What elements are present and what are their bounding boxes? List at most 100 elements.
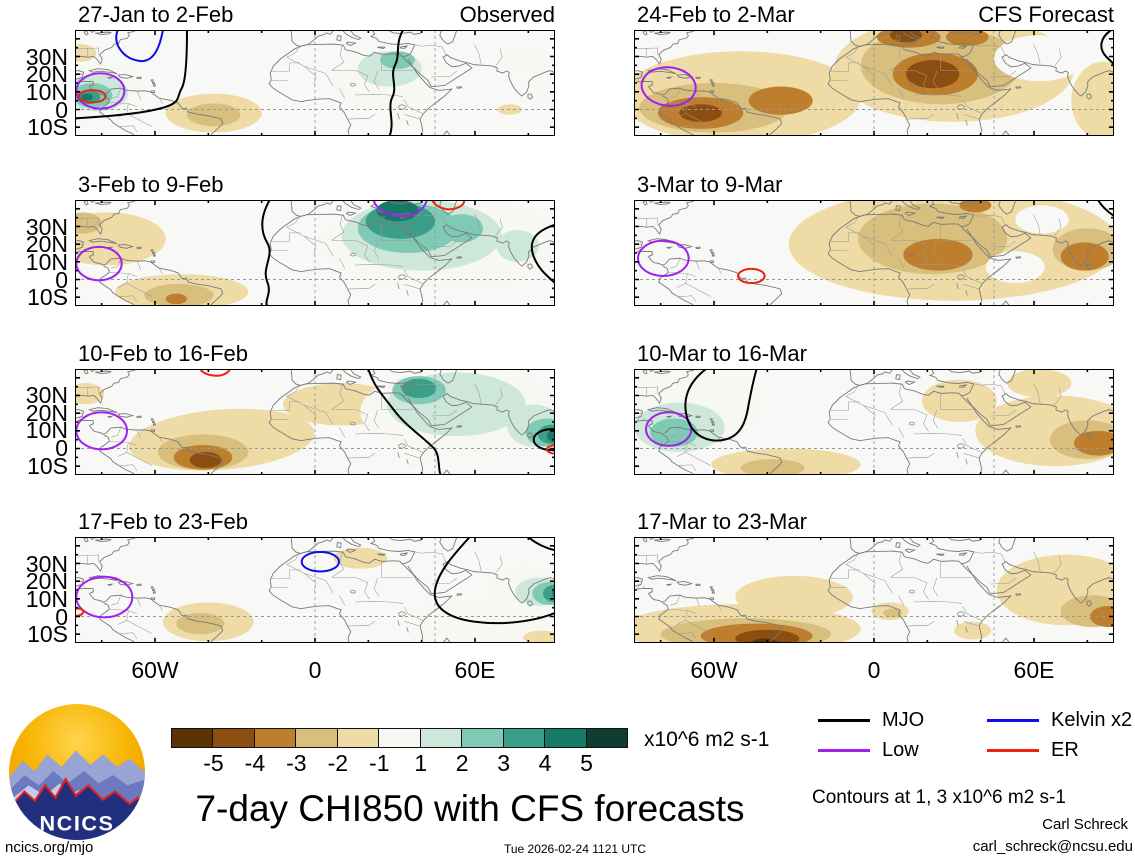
country-border — [891, 577, 927, 582]
country-border — [990, 45, 1005, 55]
anomaly-fill-level-1 — [387, 107, 430, 129]
contour-er — [79, 90, 106, 102]
coastline — [77, 420, 222, 475]
country-border — [89, 85, 93, 86]
source-url: ncics.org/mjo — [5, 839, 94, 856]
lat-tick-label: 30N — [25, 43, 68, 70]
country-border — [657, 386, 658, 393]
coastline — [528, 94, 533, 99]
legend-line-er — [987, 749, 1039, 752]
axis-ticks — [634, 200, 1114, 306]
lake-outline — [909, 253, 914, 256]
colorbar — [171, 728, 628, 748]
contour-kelvin — [302, 552, 339, 571]
anomaly-fill-level--1 — [1007, 368, 1072, 397]
contour-mjo — [262, 200, 269, 306]
anomaly-fill-level--3 — [1060, 242, 1109, 271]
lat-tick-label: 20N — [25, 231, 68, 258]
country-border — [949, 434, 962, 435]
coastline — [905, 549, 914, 553]
country-border — [340, 89, 345, 99]
coastline — [457, 425, 462, 427]
country-border — [287, 396, 326, 412]
anomaly-fill-level-0 — [994, 35, 1085, 82]
country-border — [304, 236, 316, 254]
coastline — [151, 587, 153, 588]
country-border — [885, 580, 892, 592]
country-border — [159, 437, 162, 443]
coastline — [696, 584, 700, 585]
lake-outline — [957, 283, 959, 289]
credit-email: carl_schreck@ncsu.edu — [972, 838, 1133, 855]
country-border — [127, 620, 152, 633]
coastline — [896, 543, 900, 548]
country-border — [332, 384, 344, 409]
country-border — [348, 621, 376, 626]
country-border — [899, 259, 904, 269]
coastline — [100, 603, 135, 643]
coastline — [408, 225, 555, 266]
coastline — [1016, 425, 1021, 427]
coastline — [710, 598, 713, 600]
country-border — [891, 240, 927, 245]
map-panel-L1: 27-Jan to 2-Feb Observed — [75, 2, 555, 136]
coastline — [1016, 594, 1021, 596]
country-border — [390, 602, 403, 603]
coastline — [930, 200, 974, 227]
anomaly-fill-level-3 — [440, 214, 483, 243]
coastline — [528, 264, 533, 269]
coastline — [153, 589, 155, 590]
country-border — [332, 216, 344, 241]
coastline — [89, 407, 117, 412]
contour-low — [646, 412, 691, 446]
country-border — [648, 85, 652, 86]
contour-low — [638, 241, 689, 276]
country-border — [677, 610, 688, 624]
coastline — [77, 588, 222, 643]
coastline — [930, 537, 974, 564]
coastline — [636, 251, 781, 306]
coastline — [677, 413, 691, 417]
coastline — [151, 261, 154, 263]
map-canvas — [634, 368, 1114, 475]
country-border — [990, 241, 1016, 247]
coastline — [337, 36, 341, 41]
coastline — [712, 592, 714, 593]
country-border — [137, 598, 140, 606]
country-border — [474, 383, 481, 404]
coastline — [440, 200, 457, 214]
country-border — [989, 437, 1000, 446]
legend-label-er: ER — [1051, 739, 1079, 761]
coastline — [634, 200, 695, 234]
legend-line-low — [818, 749, 870, 752]
contour-mjo — [75, 30, 187, 118]
coastline — [710, 429, 713, 431]
country-border — [678, 464, 696, 470]
map-canvas — [75, 537, 555, 643]
contour-low — [374, 200, 427, 216]
coastline — [659, 603, 694, 643]
country-border — [899, 89, 904, 99]
coastline — [1087, 94, 1092, 99]
coastline — [828, 385, 910, 475]
country-border — [963, 270, 982, 284]
country-border — [846, 564, 885, 580]
coastline — [301, 551, 452, 643]
colorbar-cell-7 — [461, 728, 504, 748]
panel-title: 10-Mar to 16-Mar — [637, 340, 807, 366]
coastline — [337, 543, 341, 548]
coastline — [108, 416, 113, 417]
coastline — [710, 587, 712, 588]
country-border — [863, 236, 875, 254]
country-border — [374, 71, 379, 90]
country-border — [990, 71, 1016, 77]
country-border — [637, 78, 639, 82]
legend-label-kelvin: Kelvin x2 — [1051, 709, 1133, 731]
country-border — [830, 401, 860, 409]
coastline — [95, 32, 111, 34]
lake-outline — [957, 443, 964, 447]
coastline — [440, 537, 457, 551]
country-border — [89, 424, 93, 425]
coastline — [1002, 638, 1010, 643]
coastline — [860, 44, 1011, 136]
